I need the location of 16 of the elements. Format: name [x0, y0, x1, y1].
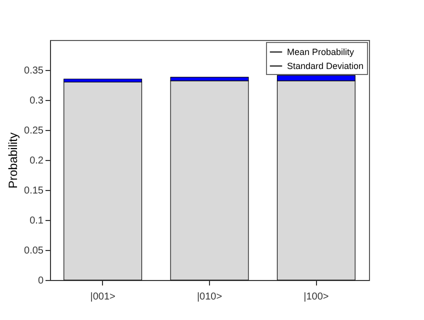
y-tick-label: 0.35	[24, 66, 44, 76]
x-tick-label: |100>	[304, 292, 329, 302]
legend-label: Standard Deviation	[287, 61, 364, 71]
y-tick-label: 0	[38, 276, 44, 286]
y-tick-label: 0.05	[24, 246, 44, 256]
legend-label: Mean Probability	[287, 47, 355, 57]
y-tick-label: 0.25	[24, 126, 44, 136]
y-tick-label: 0.1	[30, 216, 44, 226]
x-tick-label: |001>	[90, 292, 116, 302]
bar	[170, 80, 249, 280]
y-tick-label: 0.3	[30, 96, 44, 106]
y-axis-title: Probability	[6, 132, 20, 189]
y-tick-label: 0.2	[30, 156, 44, 166]
y-tick-label: 0.15	[24, 186, 44, 196]
bar	[64, 82, 142, 280]
x-tick-label: |010>	[196, 292, 222, 302]
